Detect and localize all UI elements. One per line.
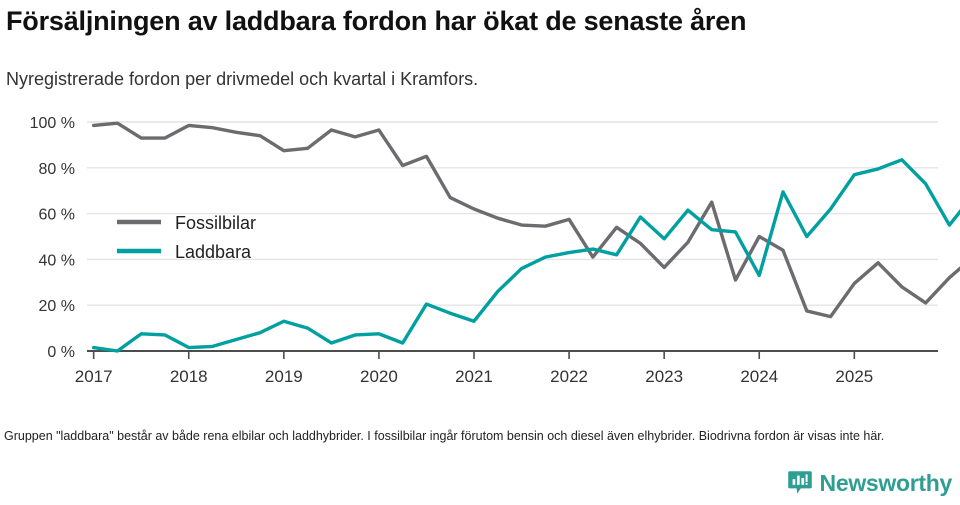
chart-canvas: 0 % 20 % 40 % 60 % 80 % 100 % 2017 2018 2019 2020… <box>30 115 960 386</box>
x-axis-tick-label: 2021 <box>455 367 493 386</box>
series-line-laddbara <box>91 158 960 353</box>
bar-chart-bubble-icon <box>787 471 812 494</box>
x-axis-tick-label: 2025 <box>835 367 873 386</box>
y-axis-tick-label: 0 % <box>47 344 75 361</box>
legend-label: Fossilbilar <box>175 213 256 233</box>
y-axis-tick-label: 100 % <box>30 115 75 132</box>
y-axis-tick-label: 60 % <box>39 207 75 224</box>
y-axis-tick-label: 40 % <box>39 252 75 269</box>
logo-wordmark: Newsworthy <box>819 470 953 496</box>
chart-footnote: Gruppen "laddbara" består av både rena e… <box>4 429 885 443</box>
page-subtitle: Nyregistrerade fordon per drivmedel och … <box>6 69 479 89</box>
newsworthy-logo: Newsworthy <box>787 468 952 498</box>
y-axis-tick-label: 20 % <box>39 298 75 315</box>
x-axis-tick-label: 2022 <box>550 367 588 386</box>
x-axis-tick-label: 2024 <box>740 367 778 386</box>
series-line-fossilbilar <box>91 121 960 319</box>
x-axis-tick-label: 2020 <box>360 367 398 386</box>
x-axis-tick-label: 2019 <box>265 367 303 386</box>
legend-label: Laddbara <box>175 242 252 262</box>
line-chart: 0 % 20 % 40 % 60 % 80 % 100 % 2017 2018 2019 2020… <box>0 110 960 390</box>
x-axis-tick-label: 2023 <box>645 367 683 386</box>
y-axis-tick-label: 80 % <box>39 161 75 178</box>
x-axis-tick-label: 2017 <box>75 367 113 386</box>
x-axis-tick-label: 2018 <box>170 367 208 386</box>
page-title: Försäljningen av laddbara fordon har öka… <box>6 6 747 36</box>
